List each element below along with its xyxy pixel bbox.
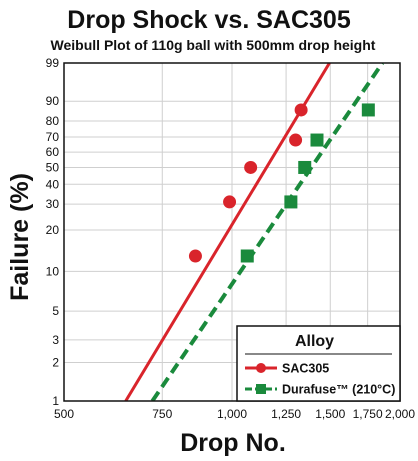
data-point-square bbox=[284, 195, 298, 209]
plot-frame bbox=[63, 62, 401, 402]
data-point-square bbox=[310, 133, 324, 147]
y-axis-label: Failure (%) bbox=[6, 173, 34, 301]
y-tick-label: 1 bbox=[52, 394, 59, 408]
legend-label: SAC305 bbox=[282, 362, 329, 376]
data-point-circle bbox=[223, 195, 237, 209]
y-tick-label: 90 bbox=[46, 94, 60, 108]
y-tick-label: 5 bbox=[52, 304, 59, 318]
data-point-circle bbox=[289, 133, 303, 147]
fit-line-sac305 bbox=[124, 63, 331, 401]
fit-line-durafuse bbox=[150, 63, 385, 401]
y-tick-label: 30 bbox=[46, 197, 60, 211]
chart-title: Drop Shock vs. SAC305 bbox=[67, 6, 351, 34]
y-tick-label: 2 bbox=[52, 355, 59, 369]
data-point-square bbox=[240, 249, 254, 263]
tick-layer: 500 750 1,000 1,250 1,500 1,750 2,000 1 2 3 5 10 20 3… bbox=[46, 56, 416, 421]
x-tick-label: 750 bbox=[152, 407, 172, 421]
x-tick-label: 2,000 bbox=[385, 407, 415, 421]
legend: Alloy SAC305 Durafuse™ (210°C) bbox=[236, 325, 401, 402]
legend-label: Durafuse™ (210°C) bbox=[282, 383, 395, 397]
y-tick-label: 99 bbox=[46, 56, 60, 70]
y-tick-label: 80 bbox=[46, 114, 60, 128]
data-point-square bbox=[298, 160, 312, 174]
data-point-circle bbox=[244, 160, 258, 174]
legend-swatch-square bbox=[256, 384, 266, 394]
x-tick-label: 500 bbox=[54, 407, 74, 421]
y-tick-label: 60 bbox=[46, 145, 60, 159]
x-tick-label: 1,000 bbox=[217, 407, 247, 421]
x-axis-label: Drop No. bbox=[180, 429, 286, 457]
x-tick-label: 1,250 bbox=[271, 407, 301, 421]
y-tick-label: 20 bbox=[46, 223, 60, 237]
x-tick-label: 1,500 bbox=[315, 407, 345, 421]
series-layer bbox=[124, 63, 385, 401]
legend-swatch-circle bbox=[256, 363, 266, 373]
data-point-circle bbox=[294, 103, 308, 117]
y-tick-label: 40 bbox=[46, 177, 60, 191]
y-tick-label: 10 bbox=[46, 264, 60, 278]
y-tick-label: 70 bbox=[46, 130, 60, 144]
data-point-square bbox=[361, 103, 375, 117]
chart-subtitle: Weibull Plot of 110g ball with 500mm dro… bbox=[51, 37, 376, 53]
legend-title: Alloy bbox=[295, 333, 334, 350]
data-point-circle bbox=[188, 249, 202, 263]
x-tick-label: 1,750 bbox=[353, 407, 383, 421]
y-tick-label: 3 bbox=[52, 333, 59, 347]
y-tick-label: 50 bbox=[46, 160, 60, 174]
